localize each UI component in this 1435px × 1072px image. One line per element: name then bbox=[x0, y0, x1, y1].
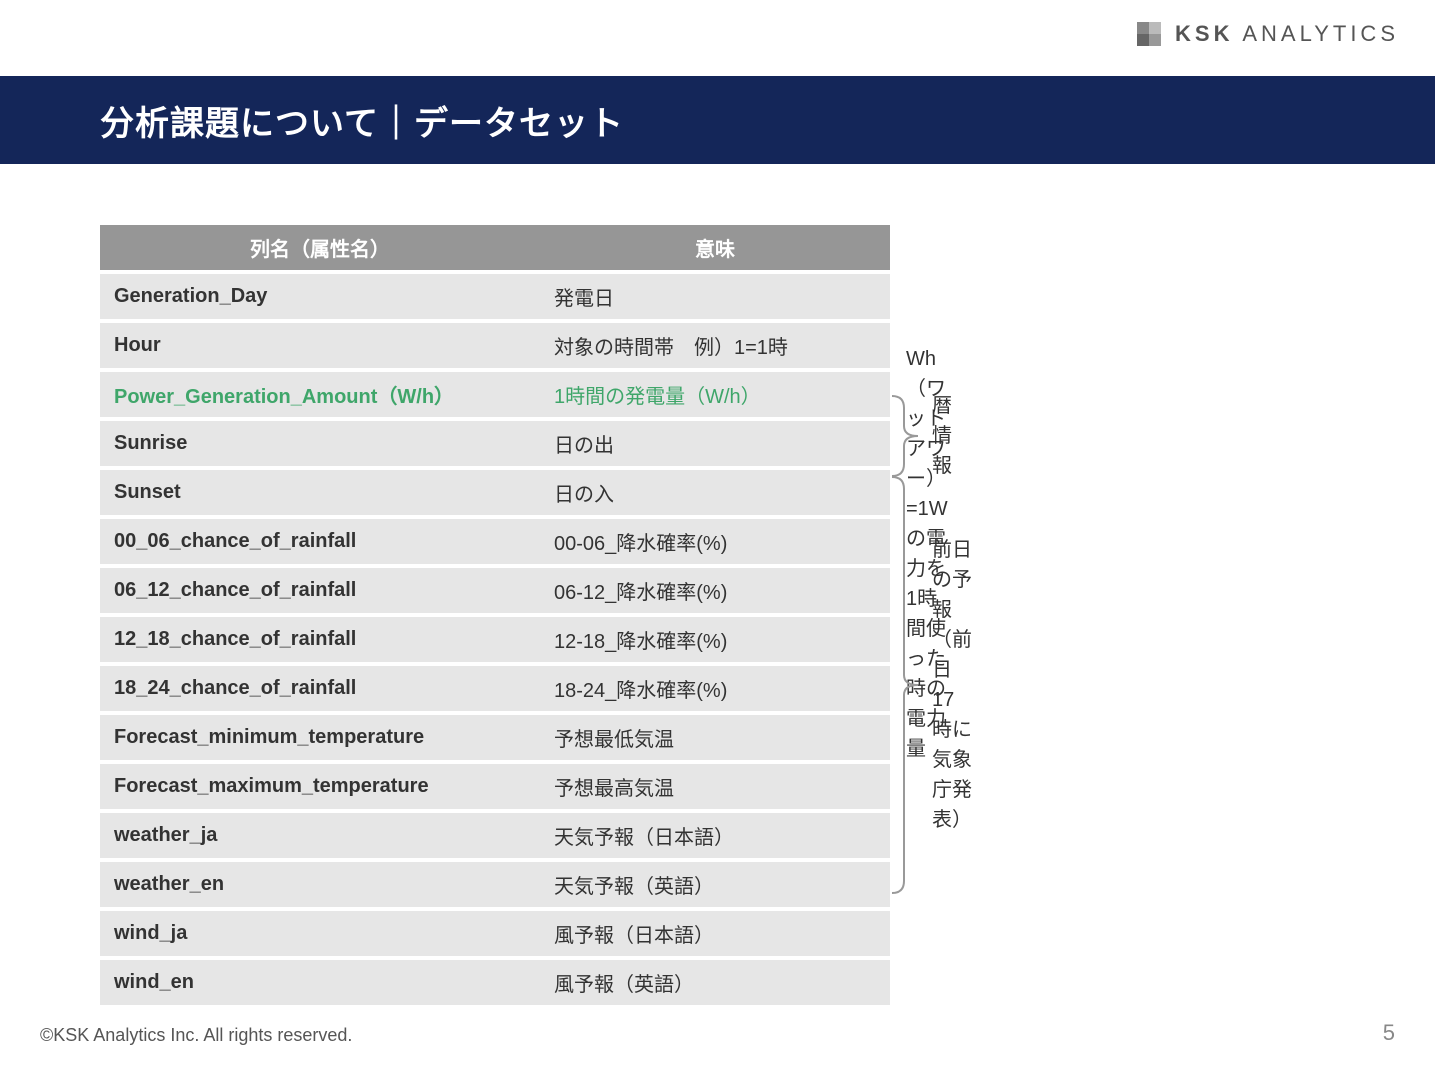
cell-meaning: 日の出 bbox=[540, 419, 890, 468]
anno-forecast: 前日の予報（前日17時に気象庁発表） bbox=[890, 475, 972, 895]
dataset-table: 列名（属性名） 意味 Generation_Day発電日Hour対象の時間帯 例… bbox=[100, 225, 890, 1009]
content-area: 列名（属性名） 意味 Generation_Day発電日Hour対象の時間帯 例… bbox=[100, 225, 890, 1009]
cell-meaning: 風予報（日本語） bbox=[540, 909, 890, 958]
cell-attr: Forecast_minimum_temperature bbox=[100, 713, 540, 762]
cell-attr: Sunset bbox=[100, 468, 540, 517]
title-band: 分析課題について｜データセット bbox=[0, 76, 1435, 164]
table-row: Forecast_maximum_temperature予想最高気温 bbox=[100, 762, 890, 811]
col-header-attr: 列名（属性名） bbox=[100, 225, 540, 272]
cell-attr: 18_24_chance_of_rainfall bbox=[100, 664, 540, 713]
cell-meaning: 00-06_降水確率(%) bbox=[540, 517, 890, 566]
table-row: wind_ja風予報（日本語） bbox=[100, 909, 890, 958]
table-row: 18_24_chance_of_rainfall18-24_降水確率(%) bbox=[100, 664, 890, 713]
table-row: 06_12_chance_of_rainfall06-12_降水確率(%) bbox=[100, 566, 890, 615]
table-row: weather_en天気予報（英語） bbox=[100, 860, 890, 909]
table-row: Sunset日の入 bbox=[100, 468, 890, 517]
table-row: weather_ja天気予報（日本語） bbox=[100, 811, 890, 860]
cell-meaning: 18-24_降水確率(%) bbox=[540, 664, 890, 713]
cell-attr: Forecast_maximum_temperature bbox=[100, 762, 540, 811]
table-row: Generation_Day発電日 bbox=[100, 272, 890, 321]
cell-meaning: 06-12_降水確率(%) bbox=[540, 566, 890, 615]
cell-attr: Sunrise bbox=[100, 419, 540, 468]
footer-copyright: ©KSK Analytics Inc. All rights reserved. bbox=[40, 1025, 352, 1046]
cell-attr: wind_en bbox=[100, 958, 540, 1007]
table-header-row: 列名（属性名） 意味 bbox=[100, 225, 890, 272]
cell-attr: wind_ja bbox=[100, 909, 540, 958]
logo-text: KSK ANALYTICS bbox=[1175, 21, 1399, 47]
cell-attr: 00_06_chance_of_rainfall bbox=[100, 517, 540, 566]
cell-attr: weather_ja bbox=[100, 811, 540, 860]
anno-calendar-label: 暦情報 bbox=[932, 391, 952, 481]
slide: KSK ANALYTICS 分析課題について｜データセット 列名（属性名） 意味… bbox=[0, 0, 1435, 1072]
cell-meaning: 天気予報（英語） bbox=[540, 860, 890, 909]
cell-attr: weather_en bbox=[100, 860, 540, 909]
cell-attr: 12_18_chance_of_rainfall bbox=[100, 615, 540, 664]
anno-calendar: 暦情報 bbox=[890, 391, 952, 481]
table-row: wind_en風予報（英語） bbox=[100, 958, 890, 1007]
bracket-icon bbox=[890, 394, 920, 478]
cell-attr: Generation_Day bbox=[100, 272, 540, 321]
cell-meaning: 天気予報（日本語） bbox=[540, 811, 890, 860]
table-row: 12_18_chance_of_rainfall12-18_降水確率(%) bbox=[100, 615, 890, 664]
logo-icon bbox=[1133, 18, 1165, 50]
cell-attr: 06_12_chance_of_rainfall bbox=[100, 566, 540, 615]
table-row: 00_06_chance_of_rainfall00-06_降水確率(%) bbox=[100, 517, 890, 566]
table-row: Sunrise日の出 bbox=[100, 419, 890, 468]
col-header-meaning: 意味 bbox=[540, 225, 890, 272]
table-row: Hour対象の時間帯 例）1=1時 bbox=[100, 321, 890, 370]
page-title: 分析課題について｜データセット bbox=[100, 96, 624, 145]
cell-meaning: 日の入 bbox=[540, 468, 890, 517]
bracket-icon bbox=[890, 475, 920, 895]
page-number: 5 bbox=[1383, 1020, 1395, 1046]
logo-bar: KSK ANALYTICS bbox=[1133, 18, 1399, 50]
cell-meaning: 予想最高気温 bbox=[540, 762, 890, 811]
cell-meaning: 予想最低気温 bbox=[540, 713, 890, 762]
anno-forecast-label: 前日の予報（前日17時に気象庁発表） bbox=[932, 535, 972, 835]
cell-meaning: 1時間の発電量（W/h） bbox=[540, 370, 890, 419]
cell-meaning: 12-18_降水確率(%) bbox=[540, 615, 890, 664]
cell-meaning: 対象の時間帯 例）1=1時 bbox=[540, 321, 890, 370]
cell-attr: Power_Generation_Amount（W/h） bbox=[100, 370, 540, 419]
cell-meaning: 風予報（英語） bbox=[540, 958, 890, 1007]
cell-attr: Hour bbox=[100, 321, 540, 370]
table-row: Forecast_minimum_temperature予想最低気温 bbox=[100, 713, 890, 762]
cell-meaning: 発電日 bbox=[540, 272, 890, 321]
table-row: Power_Generation_Amount（W/h）1時間の発電量（W/h） bbox=[100, 370, 890, 419]
